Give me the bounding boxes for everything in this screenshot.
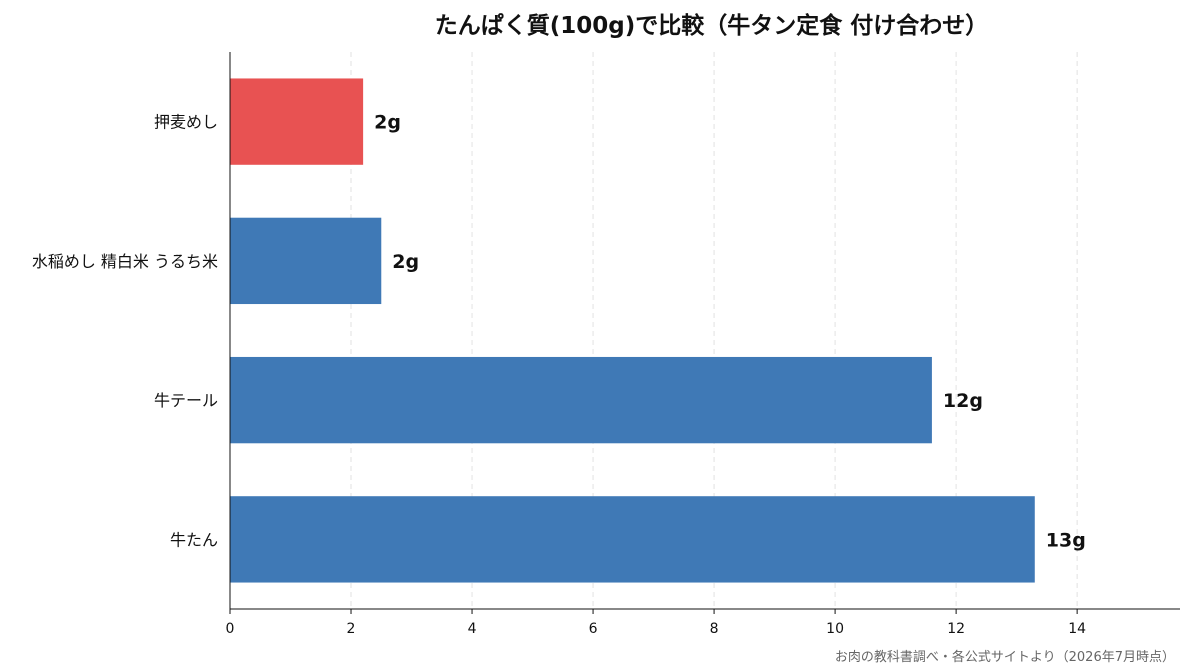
labels: 押麦めし 2g 水稲めし 精白米 うるち米 2g 牛テール 12g 牛たん 13g bbox=[32, 112, 1086, 552]
axes: 0 2 4 6 8 10 12 14 bbox=[226, 52, 1180, 637]
data-label: 2g bbox=[374, 112, 401, 134]
x-tick-label: 12 bbox=[947, 621, 965, 637]
data-label: 2g bbox=[392, 251, 419, 273]
data-label: 12g bbox=[943, 390, 983, 412]
chart-title: たんぱく質(100g)で比較（牛タン定食 付け合わせ） bbox=[434, 13, 989, 39]
x-tick-label: 4 bbox=[468, 621, 477, 637]
bars bbox=[230, 78, 1035, 583]
x-tick-label: 14 bbox=[1068, 621, 1086, 637]
bar bbox=[230, 217, 382, 305]
bar bbox=[230, 356, 932, 444]
data-label: 13g bbox=[1046, 529, 1086, 551]
category-label: 水稲めし 精白米 うるち米 bbox=[32, 252, 218, 271]
category-label: 押麦めし bbox=[154, 113, 218, 132]
x-tick-label: 8 bbox=[710, 621, 719, 637]
x-tick-label: 0 bbox=[226, 621, 235, 637]
bar bbox=[230, 78, 364, 165]
x-tick-label: 6 bbox=[589, 621, 598, 637]
x-tick-label: 2 bbox=[347, 621, 356, 637]
category-label: 牛テール bbox=[154, 391, 218, 410]
category-label: 牛たん bbox=[170, 530, 218, 549]
x-tick-label: 10 bbox=[826, 621, 844, 637]
source-note: お肉の教科書調べ・各公式サイトより（2026年7月時点） bbox=[834, 650, 1175, 665]
bar bbox=[230, 496, 1035, 583]
